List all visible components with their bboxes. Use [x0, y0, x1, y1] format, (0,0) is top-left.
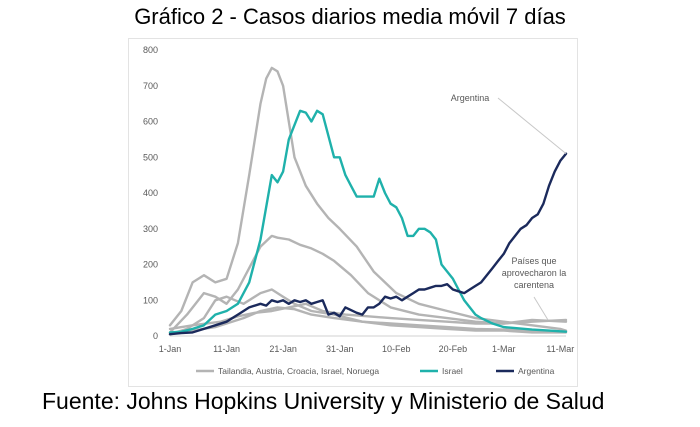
series-line-others-2 [168, 234, 568, 334]
series-lines [168, 66, 568, 336]
y-tick-label: 700 [143, 81, 158, 91]
annotation-others-label: carentena [514, 280, 554, 290]
annotations-group: Argentina Países que aprovecharon la carent… [451, 93, 567, 321]
y-tick-label: 600 [143, 117, 158, 127]
x-tick-label: 20-Feb [439, 344, 468, 354]
annotation-others-label: aprovecharon la [502, 268, 567, 278]
axes-group: 0 100 200 300 400 500 600 700 800 1-Jan 11-Jan 21-J… [143, 45, 574, 354]
series-line-others-1 [168, 66, 568, 332]
x-tick-label: 1-Jan [159, 344, 182, 354]
y-tick-label: 0 [153, 331, 158, 341]
annotation-others-leader [533, 296, 549, 321]
y-tick-label: 800 [143, 45, 158, 55]
y-tick-label: 500 [143, 152, 158, 162]
source-note: Fuente: Johns Hopkins University y Minis… [42, 388, 605, 414]
x-tick-label: 1-Mar [492, 344, 516, 354]
x-tick-label: 11-Jan [213, 344, 240, 354]
y-tick-label: 200 [143, 260, 158, 270]
annotation-argentina-leader [497, 97, 567, 155]
y-tick-label: 300 [143, 224, 158, 234]
series-line-israel [168, 109, 568, 334]
series-line-others-4 [168, 306, 568, 336]
y-tick-label: 100 [143, 295, 158, 305]
series-line-argentina [168, 152, 568, 336]
chart-title: Gráfico 2 - Casos diarios media móvil 7 … [134, 4, 566, 29]
x-tick-label: 31-Jan [326, 344, 354, 354]
legend-label: Argentina [518, 366, 555, 376]
legend-group: Tailandia, Austria, Croacia, Israel, Nor… [196, 366, 555, 376]
x-tick-label: 11-Mar [546, 344, 574, 354]
annotation-others-label: Países que [511, 256, 556, 266]
x-tick-label: 21-Jan [269, 344, 297, 354]
legend-label: Tailandia, Austria, Croacia, Israel, Nor… [218, 366, 379, 376]
x-tick-label: 10-Feb [382, 344, 411, 354]
series-line-others-3 [168, 288, 568, 336]
legend-label: Israel [442, 366, 463, 376]
annotation-argentina-label: Argentina [451, 93, 490, 103]
y-tick-label: 400 [143, 188, 158, 198]
